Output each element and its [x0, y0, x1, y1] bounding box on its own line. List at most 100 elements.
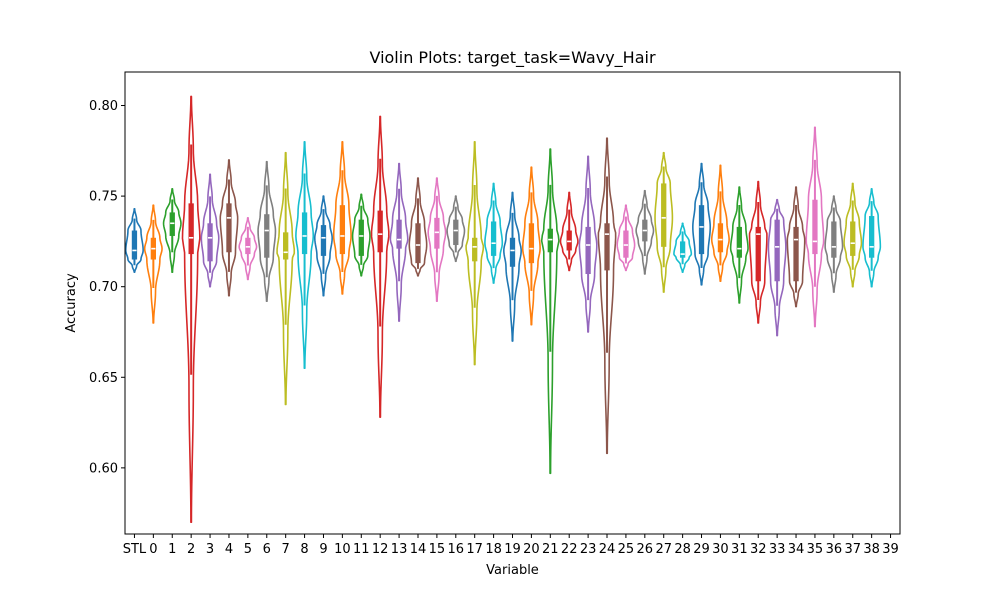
violin-outline	[313, 195, 333, 297]
violin-iqr-box	[339, 205, 346, 255]
violin-18	[484, 182, 504, 284]
violin-iqr-box	[264, 214, 270, 258]
x-tick-label: 26	[637, 542, 654, 557]
violin-14	[408, 177, 428, 277]
violin-24	[597, 137, 617, 455]
violin-outline	[503, 191, 522, 342]
violin-outline	[748, 180, 768, 324]
violin-outline	[597, 137, 617, 455]
x-tick-label: 9	[319, 542, 327, 557]
violin-28	[673, 222, 693, 273]
violin-8	[295, 140, 315, 370]
violin-34	[786, 186, 806, 308]
violin-0	[143, 204, 163, 324]
violin-iqr-box	[831, 221, 837, 258]
y-tick-label: 0.75	[89, 190, 118, 205]
violin-iqr-box	[434, 217, 440, 249]
violin-STL	[124, 207, 144, 273]
x-tick-label: 20	[523, 542, 540, 557]
violin-iqr-box	[358, 219, 364, 256]
violin-iqr-box	[490, 221, 497, 256]
violin-3	[200, 173, 220, 288]
x-tick-label: 0	[149, 542, 157, 557]
violin-outline	[200, 173, 220, 288]
violin-iqr-box	[717, 223, 724, 253]
violin-iqr-box	[245, 237, 251, 255]
x-tick-label: 18	[485, 542, 502, 557]
violin-31	[729, 186, 749, 304]
violin-outline	[351, 193, 371, 277]
violin-iqr-box	[623, 230, 629, 258]
violin-outline	[238, 217, 258, 281]
x-tick-label: 19	[504, 542, 521, 557]
x-tick-label: 3	[206, 542, 214, 557]
x-tick-label: 32	[750, 542, 767, 557]
x-tick-label: 27	[655, 542, 672, 557]
violin-iqr-box	[793, 226, 799, 282]
violin-outline	[616, 204, 636, 272]
violin-iqr-box	[774, 219, 780, 282]
x-tick-label: 35	[807, 542, 824, 557]
violin-iqr-box	[661, 183, 667, 247]
violin-outline	[843, 182, 863, 288]
violin-outline	[654, 151, 674, 293]
violin-iqr-box	[283, 232, 289, 260]
violin-7	[276, 151, 296, 406]
violin-iqr-box	[169, 212, 175, 236]
violin-23	[578, 155, 598, 333]
violin-12	[370, 115, 390, 418]
x-tick-label: 5	[244, 542, 252, 557]
x-tick-label: 37	[844, 542, 861, 557]
violin-outline	[786, 186, 806, 308]
y-axis: 0.60 0.65 0.70 0.75 0.80	[89, 99, 125, 476]
violin-plot-area	[124, 95, 882, 524]
violin-30	[710, 164, 730, 283]
violin-iqr-box	[131, 230, 138, 260]
violin-outline	[729, 186, 749, 304]
violin-iqr-box	[604, 223, 610, 271]
violin-38	[862, 188, 882, 288]
x-tick-label: 36	[826, 542, 843, 557]
x-axis: STL 0 1 2 3 4 5 6 7 8 9 10 11 12 13 14 15 16 17 18 19 20 21 22 2…	[123, 534, 899, 557]
violin-outline	[124, 207, 144, 273]
x-tick-label: 17	[466, 542, 483, 557]
violin-13	[389, 162, 409, 322]
violin-iqr-box	[509, 237, 516, 267]
violin-11	[351, 193, 371, 277]
x-tick-label: 6	[263, 542, 271, 557]
violin-iqr-box	[679, 241, 686, 258]
x-tick-label: 24	[599, 542, 616, 557]
violin-16	[446, 195, 466, 263]
violin-35	[805, 126, 825, 328]
violin-iqr-box	[301, 212, 308, 255]
violin-15	[427, 177, 447, 302]
y-tick-label: 0.60	[89, 461, 118, 476]
violin-outline	[465, 140, 485, 366]
violin-outline	[408, 177, 428, 277]
x-tick-label: 39	[882, 542, 899, 557]
x-tick-label: 38	[863, 542, 880, 557]
violin-36	[824, 195, 844, 293]
violin-4	[219, 159, 239, 297]
violin-iqr-box	[547, 228, 553, 253]
violin-outline	[257, 160, 277, 302]
violin-iqr-box	[698, 205, 705, 255]
x-tick-label: 31	[731, 542, 748, 557]
violin-iqr-box	[188, 203, 194, 255]
violin-outline	[824, 195, 844, 293]
violin-outline	[673, 222, 693, 273]
x-tick-label: 7	[282, 542, 290, 557]
violin-29	[692, 162, 712, 286]
violin-outline	[332, 140, 352, 295]
violin-iqr-box	[453, 219, 459, 246]
violin-outline	[710, 164, 730, 283]
violin-outline	[559, 191, 579, 272]
violin-outline	[578, 155, 598, 333]
violin-outline	[370, 115, 390, 418]
violin-outline	[295, 140, 315, 370]
x-tick-label: 11	[353, 542, 370, 557]
violin-outline	[635, 189, 655, 275]
x-tick-label: 14	[410, 542, 427, 557]
violin-2	[181, 95, 201, 524]
